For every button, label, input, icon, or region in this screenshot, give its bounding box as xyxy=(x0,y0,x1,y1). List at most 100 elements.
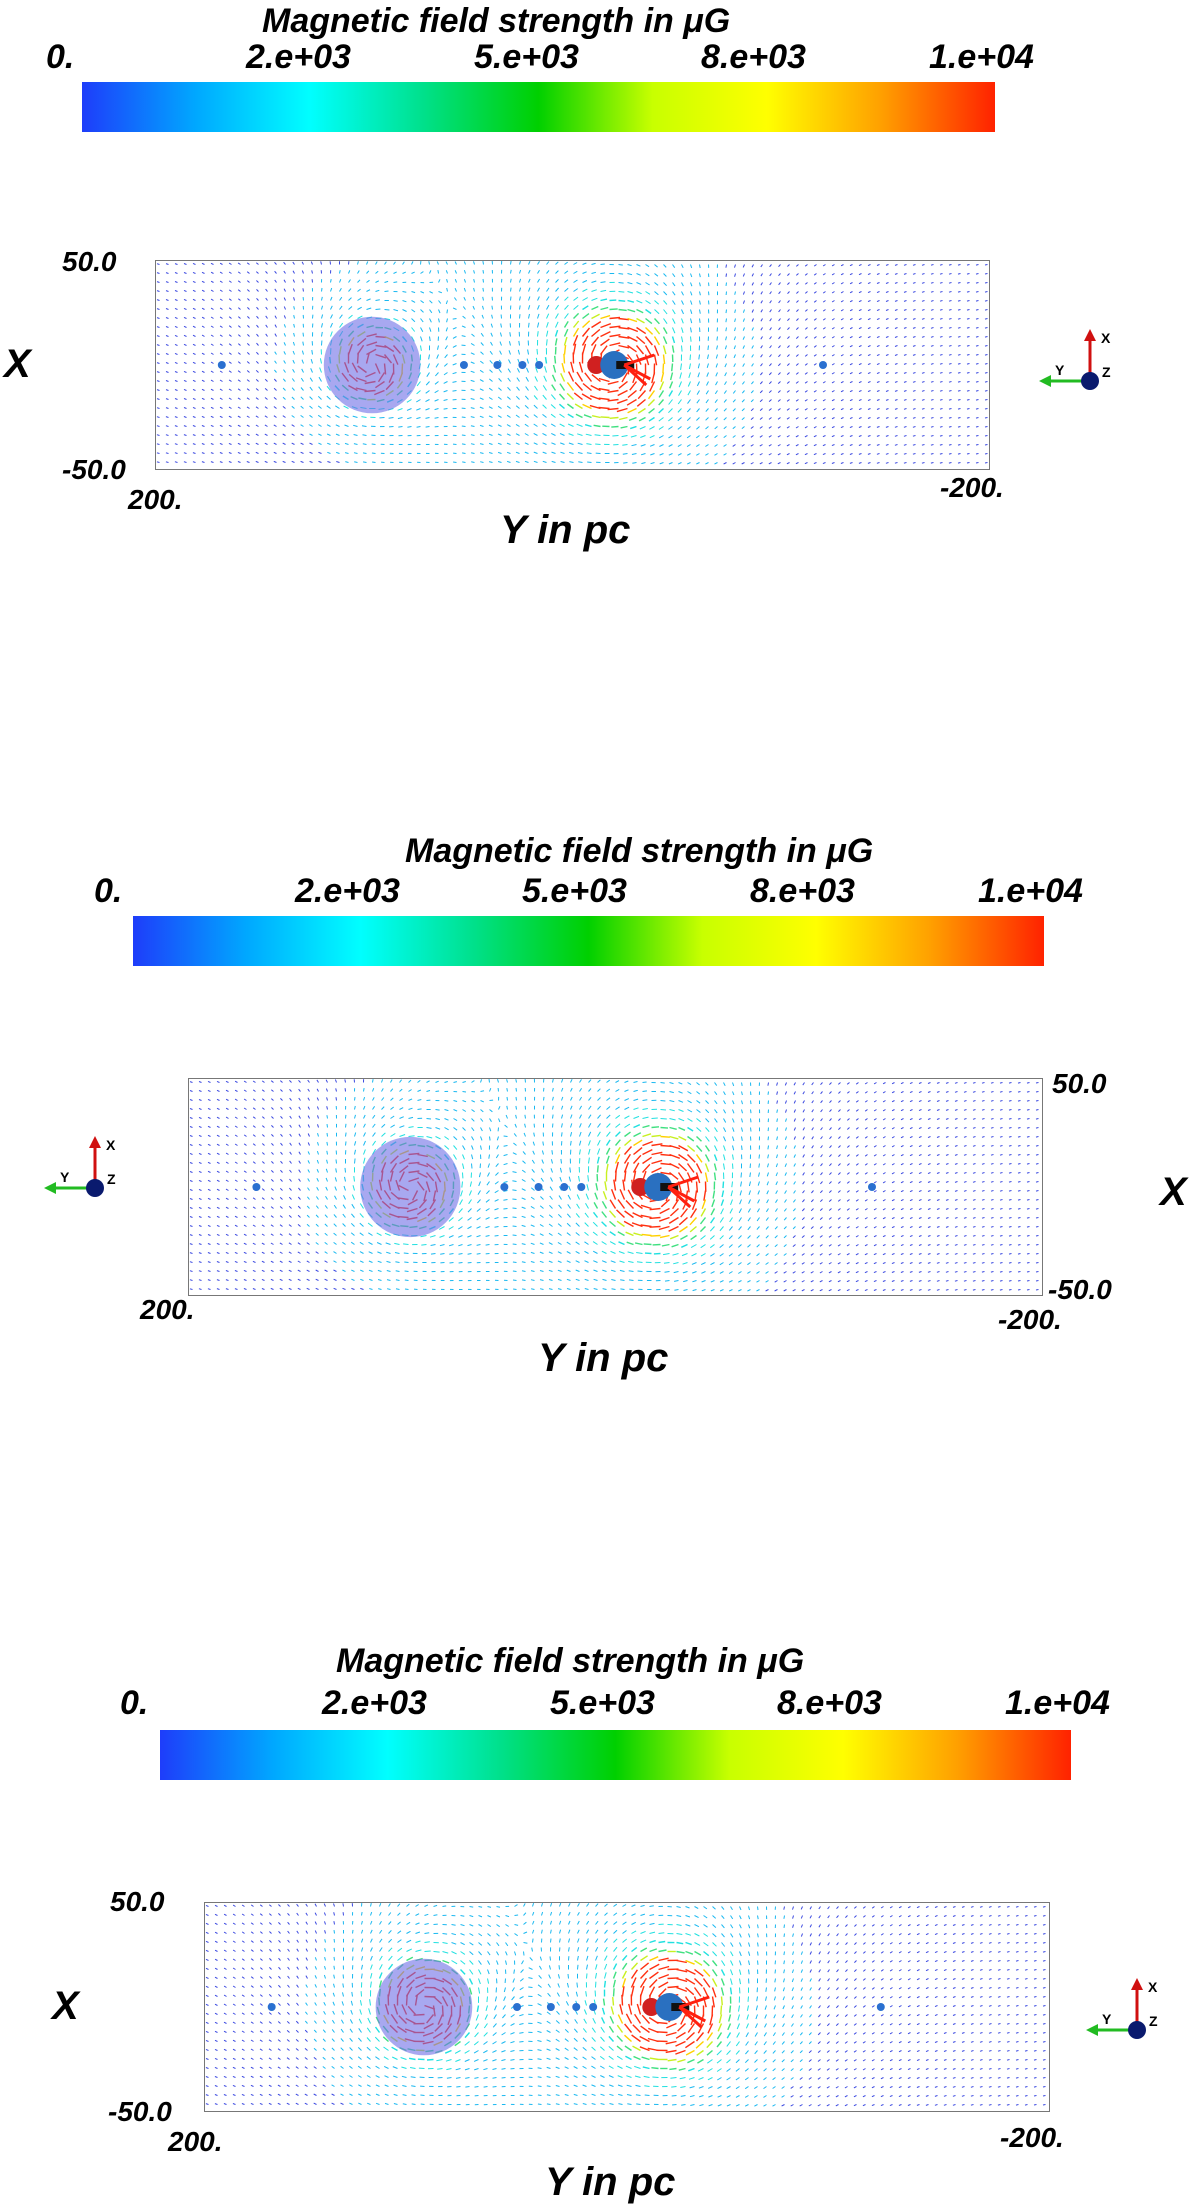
field-vector xyxy=(523,1903,526,1907)
field-vector xyxy=(498,1105,501,1110)
field-vector xyxy=(534,385,538,391)
field-vector xyxy=(575,1213,580,1218)
field-vector xyxy=(627,335,638,343)
field-vector xyxy=(593,1278,598,1281)
field-vector xyxy=(497,1079,499,1083)
field-vector xyxy=(918,1217,922,1219)
field-vector xyxy=(488,424,493,427)
field-vector xyxy=(543,1096,545,1101)
field-vector xyxy=(972,1136,976,1138)
field-vector xyxy=(891,1253,895,1256)
field-vector xyxy=(957,408,961,410)
field-vector xyxy=(350,1232,355,1236)
field-vector xyxy=(273,460,277,463)
field-vector xyxy=(530,1187,535,1191)
field-vector xyxy=(829,1127,832,1131)
field-vector xyxy=(943,1942,947,1944)
field-vector xyxy=(678,1216,688,1226)
field-vector xyxy=(183,272,187,274)
field-vector xyxy=(241,1922,245,1925)
field-vector xyxy=(528,278,531,283)
field-vector xyxy=(903,291,907,293)
field-vector xyxy=(406,408,412,411)
field-vector xyxy=(600,330,611,338)
field-vector xyxy=(1026,1145,1030,1147)
field-vector xyxy=(644,336,653,346)
field-vector xyxy=(256,289,259,292)
field-vector xyxy=(822,381,826,384)
field-vector xyxy=(677,408,682,413)
field-vector xyxy=(435,363,439,368)
field-vector xyxy=(579,1140,582,1146)
field-vector xyxy=(988,1942,992,1944)
field-vector xyxy=(548,1242,553,1245)
field-vector xyxy=(846,1091,850,1094)
field-vector xyxy=(570,1131,573,1137)
field-vector xyxy=(326,1150,328,1155)
field-vector xyxy=(957,318,961,320)
field-vector xyxy=(539,1288,544,1290)
field-vector xyxy=(198,1099,202,1101)
field-vector xyxy=(343,1185,346,1191)
field-vector xyxy=(316,1150,319,1155)
field-vector xyxy=(682,1262,688,1265)
field-vector xyxy=(563,336,568,346)
field-vector xyxy=(252,1224,256,1227)
field-vector xyxy=(210,415,214,418)
field-vector xyxy=(1017,1226,1021,1228)
field-vector xyxy=(768,390,772,394)
field-vector xyxy=(636,398,646,407)
field-vector xyxy=(189,1270,193,1272)
field-vector xyxy=(558,393,566,400)
field-vector xyxy=(903,264,907,266)
field-vector xyxy=(1026,1136,1030,1138)
field-vector xyxy=(804,273,808,276)
field-vector xyxy=(687,390,691,396)
field-vector xyxy=(297,1224,301,1227)
field-vector xyxy=(918,1199,922,1202)
field-vector xyxy=(586,1938,589,1943)
field-vector xyxy=(183,370,187,373)
field-vector xyxy=(822,291,826,294)
field-vector xyxy=(837,1253,841,1256)
field-vector xyxy=(607,380,619,385)
field-vector xyxy=(975,336,979,338)
field-vector xyxy=(695,435,700,439)
field-vector xyxy=(858,399,862,402)
field-vector xyxy=(579,1079,582,1083)
field-vector xyxy=(948,363,952,365)
field-vector xyxy=(429,270,432,274)
field-vector xyxy=(241,1904,245,1907)
field-vector xyxy=(165,344,169,346)
field-vector xyxy=(165,398,169,400)
field-vector xyxy=(903,282,907,284)
field-vector xyxy=(984,363,988,365)
field-vector xyxy=(214,1940,218,1943)
field-vector xyxy=(751,327,754,331)
field-vector xyxy=(742,327,745,331)
field-vector xyxy=(787,291,790,295)
field-vector xyxy=(785,1118,787,1122)
field-vector xyxy=(742,264,745,268)
field-vector xyxy=(192,262,196,265)
field-vector xyxy=(228,361,232,364)
field-vector xyxy=(948,426,952,428)
field-vector xyxy=(831,273,835,276)
field-vector xyxy=(837,1226,841,1229)
field-vector xyxy=(669,1234,679,1240)
field-vector xyxy=(354,1149,356,1155)
field-vector xyxy=(559,413,565,418)
field-vector xyxy=(751,309,754,313)
field-vector xyxy=(593,1260,598,1263)
field-vector xyxy=(774,1262,778,1265)
field-vector xyxy=(792,1235,796,1239)
field-vector xyxy=(216,1233,220,1236)
field-vector xyxy=(482,296,484,301)
field-vector xyxy=(593,424,601,428)
field-vector xyxy=(918,1244,922,1246)
field-vector xyxy=(774,1244,778,1248)
field-vector xyxy=(730,1906,733,1911)
field-vector xyxy=(1017,1136,1021,1138)
field-vector xyxy=(497,442,502,445)
field-vector xyxy=(618,344,630,349)
